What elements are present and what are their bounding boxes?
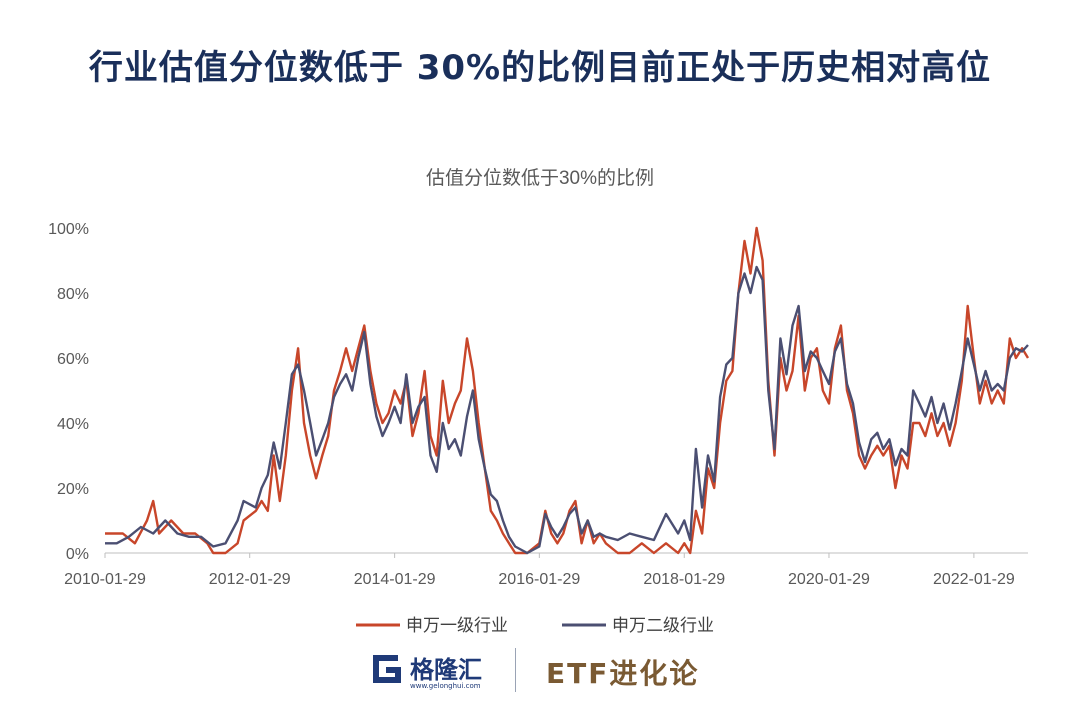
gelonghui-logo-icon [373, 655, 401, 683]
footer-divider [515, 648, 516, 692]
chart-lines [105, 226, 1030, 555]
series-line-2 [105, 265, 1029, 555]
chart-axes: 0% 20% 40% 60% 80% 100% 2010-01-29 2012-01-29 20… [48, 221, 1028, 588]
footer: 格隆汇 www.gelonghui.com ETF进化论 [0, 644, 1080, 704]
y-tick-label: 40% [57, 416, 89, 433]
y-tick-label: 100% [48, 221, 89, 238]
legend-label-1: 申万一级行业 [406, 616, 508, 635]
chart-legend: 申万一级行业 申万二级行业 [356, 616, 714, 635]
page-headline: 行业估值分位数低于 30%的比例目前正处于历史相对高位 [88, 48, 992, 88]
x-tick-label: 2014-01-29 [354, 571, 436, 588]
x-tick-label: 2020-01-29 [788, 571, 870, 588]
chart-title: 估值分位数低于30%的比例 [426, 167, 654, 189]
y-tick-label: 60% [57, 351, 89, 368]
x-tick-label: 2012-01-29 [209, 571, 291, 588]
x-tick-label: 2018-01-29 [643, 571, 725, 588]
y-tick-label: 20% [57, 481, 89, 498]
y-tick-label: 80% [57, 286, 89, 303]
logo-text: 格隆汇 [410, 656, 482, 684]
brand-name: ETF进化论 [546, 657, 700, 690]
x-tick-label: 2010-01-29 [64, 571, 146, 588]
x-tick-label: 2022-01-29 [933, 571, 1015, 588]
x-tick-label: 2016-01-29 [498, 571, 580, 588]
logo-url: www.gelonghui.com [410, 682, 481, 690]
y-tick-label: 0% [66, 546, 89, 563]
legend-label-2: 申万二级行业 [612, 616, 714, 635]
